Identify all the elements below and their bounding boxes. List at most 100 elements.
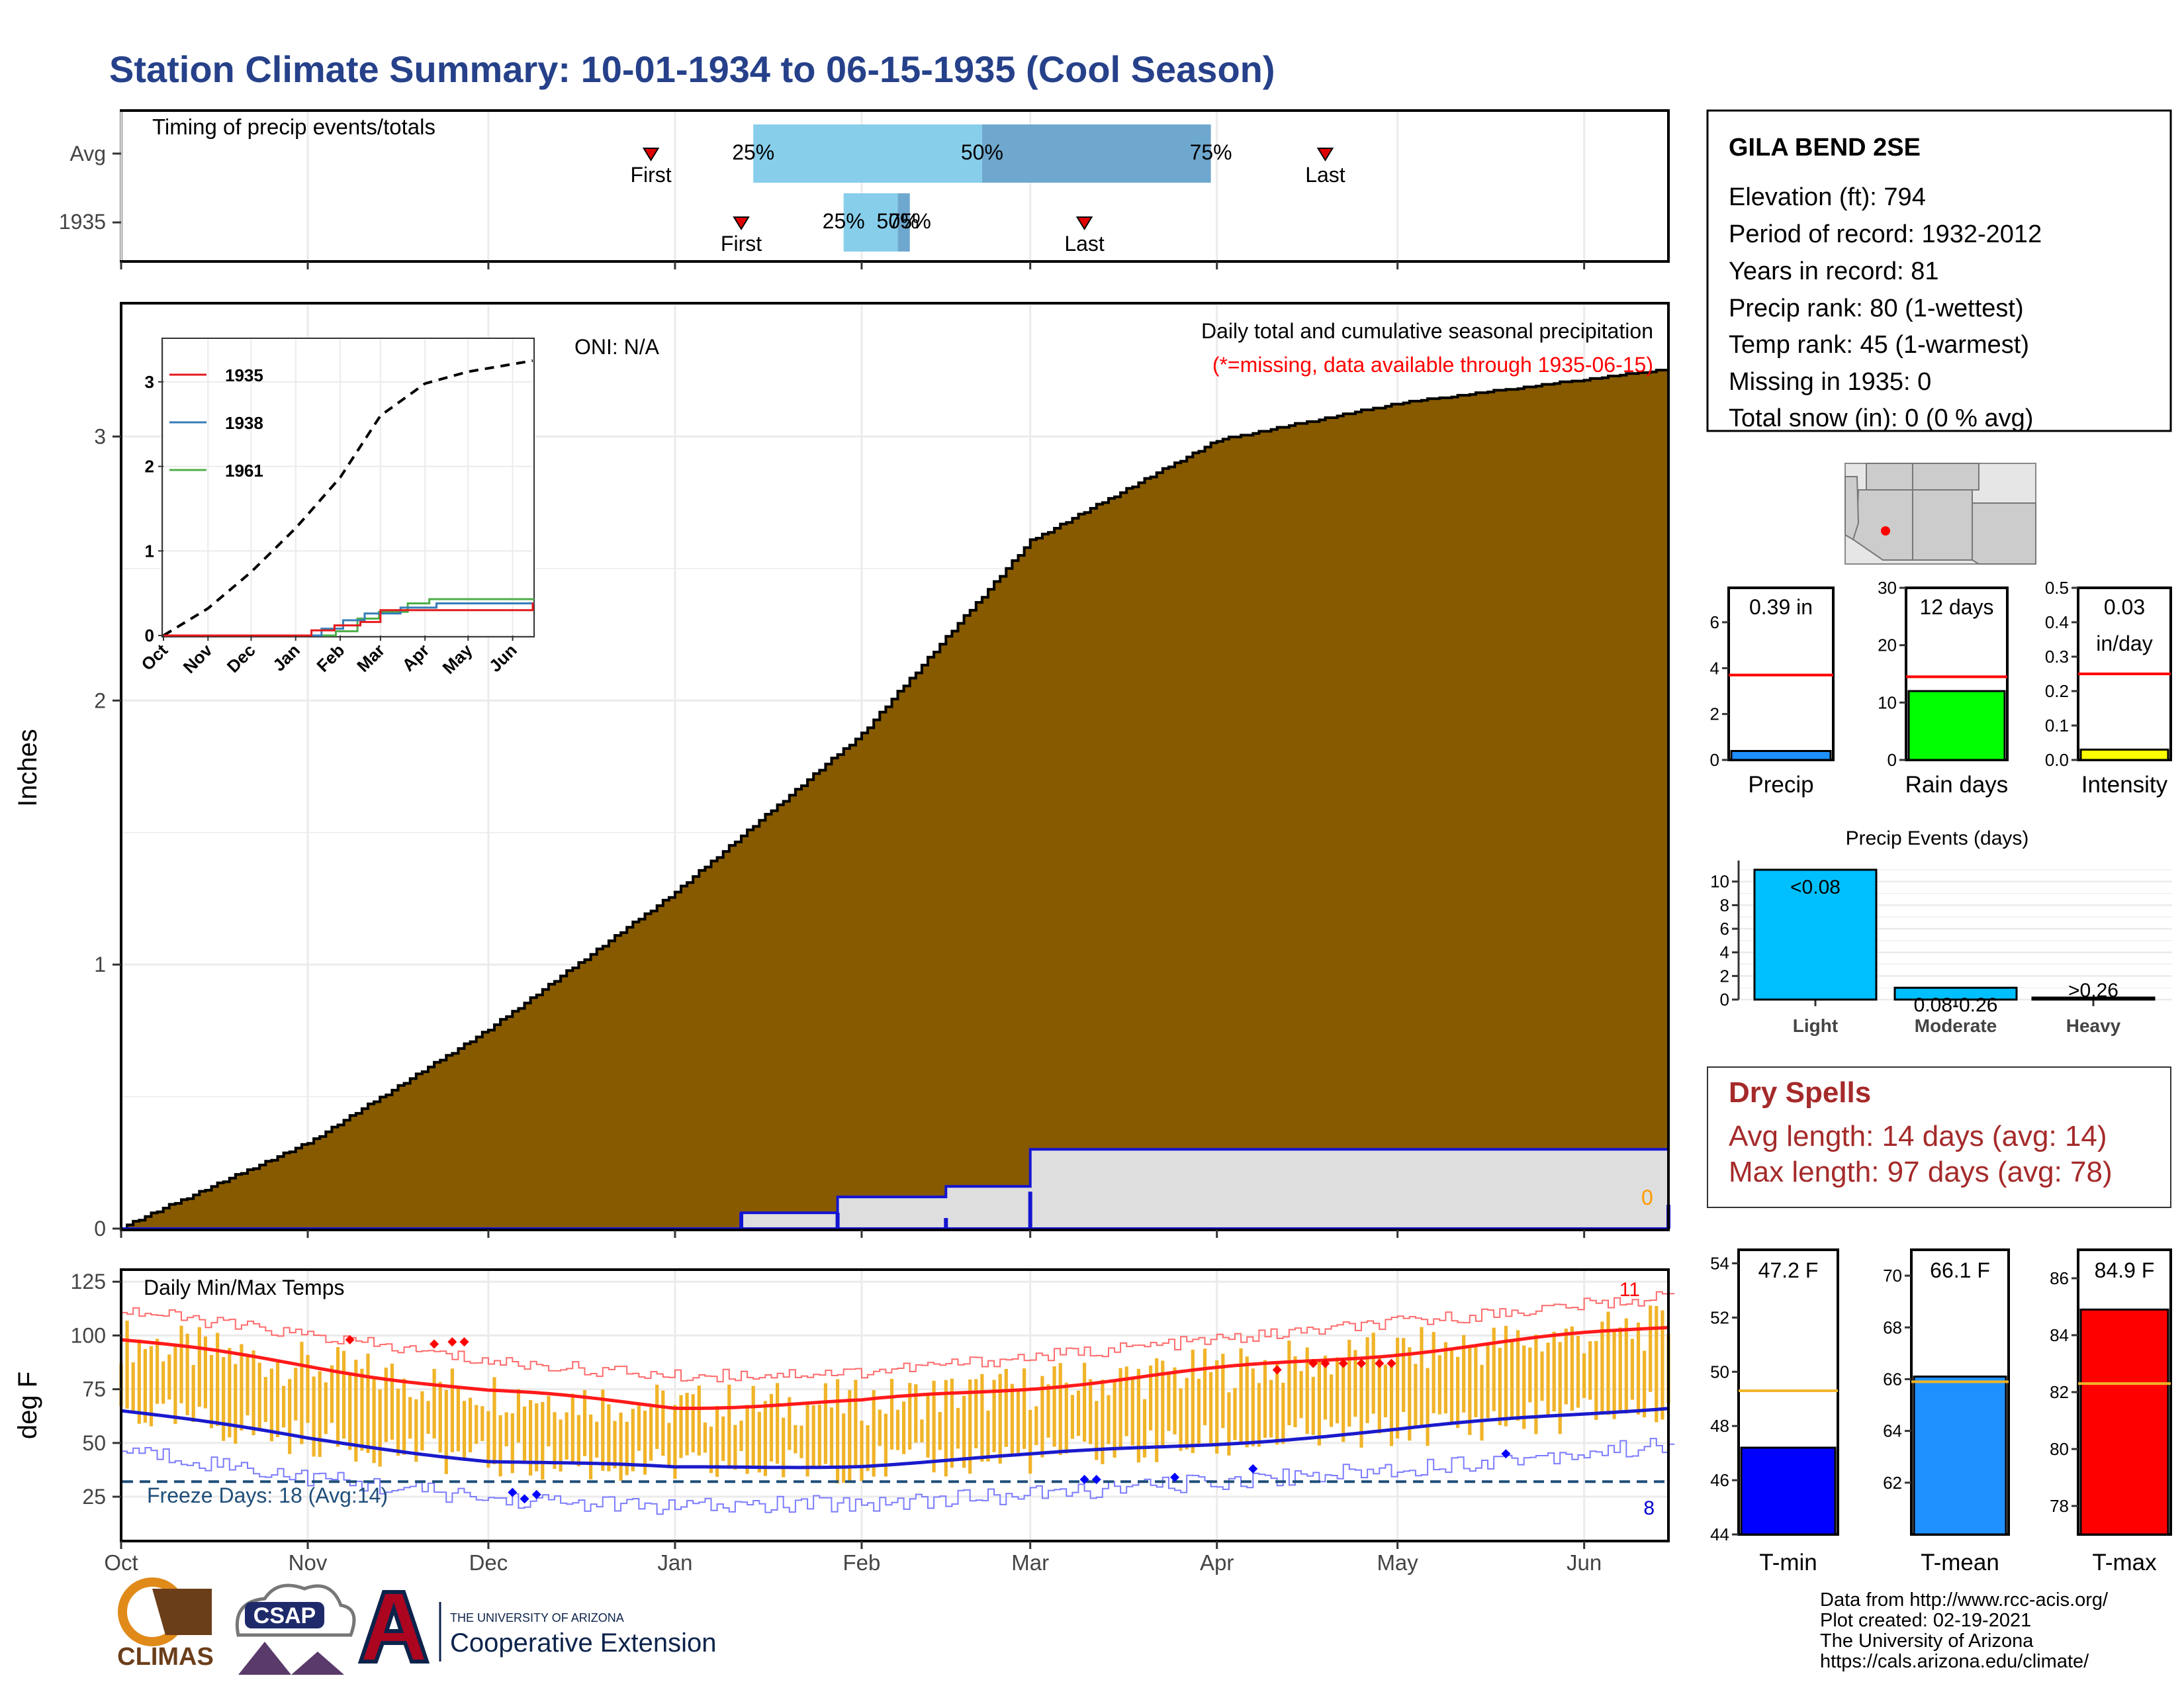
events-y-tick-label: 0	[1720, 990, 1729, 1009]
temp-y-ticks: 25 50 75 100 125	[71, 1270, 121, 1509]
mini-bar-y-tick-label: 0	[1710, 750, 1719, 770]
month-label: Dec	[469, 1550, 508, 1575]
temp-daily-bar	[944, 1380, 948, 1477]
temp-daily-bar	[601, 1389, 605, 1471]
inset-grid	[163, 340, 533, 636]
station-location-marker	[1881, 526, 1890, 536]
temp-daily-bar	[1107, 1395, 1111, 1444]
temp-daily-bar	[216, 1333, 220, 1427]
temp-daily-bar	[1023, 1368, 1026, 1449]
temp-daily-bar	[366, 1353, 370, 1453]
summary-mini-bars: 0 2 4 6 0.39 in Precip 0 10 20 30 12 days Rain days…	[1710, 578, 2172, 798]
station-line-missing: Missing in 1935: 0	[1729, 368, 1931, 396]
temp-daily-bar	[384, 1367, 388, 1442]
temp-daily-bar	[992, 1380, 996, 1452]
temp-daily-bar	[1034, 1406, 1038, 1445]
precip-daily-bar	[1028, 1192, 1032, 1229]
temp-daily-bar	[486, 1411, 490, 1468]
temp-daily-bar	[1582, 1353, 1586, 1398]
timing-grid	[120, 112, 1586, 260]
temp-daily-bar	[763, 1401, 767, 1476]
temp-daily-bar	[240, 1344, 244, 1431]
temp-daily-bar	[257, 1362, 261, 1431]
temp-daily-bar	[553, 1412, 557, 1469]
temp-panel-title: Daily Min/Max Temps	[144, 1276, 344, 1299]
temp-daily-bar	[860, 1421, 864, 1481]
station-info-box: GILA BEND 2SE Elevation (ft): 794 Period…	[1706, 109, 2172, 432]
temp-daily-bar	[1510, 1338, 1514, 1417]
temp-daily-bar	[1185, 1378, 1189, 1450]
temp-daily-bar	[1649, 1305, 1653, 1392]
temp-daily-bar	[462, 1401, 467, 1461]
record-high-marker	[345, 1335, 355, 1344]
temp-daily-bar	[715, 1405, 719, 1477]
temp-daily-bar	[1113, 1382, 1116, 1458]
temp-daily-bar	[469, 1397, 473, 1452]
timing-bar-upper-half	[897, 193, 910, 252]
temp-daily-bar	[1016, 1389, 1021, 1453]
temp-panel: 25 50 75 100 125 Oct Nov Dec Jan Feb Mar Apr May Jun…	[13, 1268, 1675, 1575]
mini-bar-value-bar	[1907, 690, 2006, 761]
temp-daily-bar	[516, 1389, 520, 1443]
temp-daily-bar	[956, 1407, 960, 1449]
temp-daily-bar	[1095, 1401, 1099, 1460]
temp-daily-bar	[173, 1345, 177, 1425]
record-high-marker	[447, 1337, 457, 1347]
station-line-years: Years in record: 81	[1729, 258, 1939, 285]
temp-mini-bar-y-tick-label: 64	[1883, 1421, 1902, 1441]
footer-line-created: Plot created: 02-19-2021	[1820, 1610, 2031, 1631]
timing-last-marker	[1316, 148, 1334, 162]
temp-daily-bar	[1396, 1337, 1400, 1438]
temp-daily-bar	[757, 1411, 761, 1473]
temp-daily-bar	[1516, 1330, 1520, 1421]
temp-daily-bar	[655, 1384, 659, 1449]
temp-normal-min-line	[120, 1407, 1669, 1470]
temp-daily-bar	[1612, 1330, 1616, 1419]
temp-daily-bar	[1191, 1349, 1195, 1454]
temp-daily-bar	[390, 1364, 394, 1440]
footer-line-university: The University of Arizona	[1820, 1630, 2034, 1652]
temp-daily-bar	[938, 1412, 942, 1450]
temp-daily-bar	[667, 1423, 671, 1468]
record-low-marker	[1079, 1475, 1089, 1485]
temp-daily-bar	[1046, 1384, 1050, 1438]
temp-daily-bar	[300, 1342, 304, 1444]
temp-daily-bar	[685, 1393, 689, 1456]
temp-daily-bar	[733, 1425, 737, 1470]
temp-y-axis-label: deg F	[13, 1372, 42, 1439]
temp-daily-bar	[1661, 1310, 1664, 1420]
record-high-marker	[430, 1339, 439, 1349]
temp-daily-bar	[1209, 1372, 1213, 1447]
temp-mini-bar-y-tick-label: 46	[1710, 1470, 1729, 1490]
temp-daily-bar	[492, 1377, 496, 1464]
temp-daily-bar	[1317, 1362, 1321, 1446]
temp-daily-bar	[1263, 1360, 1267, 1438]
temp-mini-bar-name: T-min	[1759, 1550, 1817, 1575]
month-label: Apr	[1200, 1550, 1234, 1575]
inset-y-tick-label: 1	[145, 541, 154, 561]
temp-daily-bar	[402, 1378, 406, 1455]
temp-daily-bar	[450, 1368, 454, 1452]
temp-daily-bar	[1594, 1340, 1598, 1420]
temp-daily-bar	[932, 1380, 936, 1473]
mini-bar-y-tick-label: 0.3	[2045, 647, 2069, 667]
temp-daily-bar	[902, 1401, 906, 1454]
month-label: Nov	[289, 1550, 328, 1575]
ua-block-a	[357, 1590, 430, 1664]
temp-daily-bar	[631, 1409, 635, 1472]
temp-daily-bar	[475, 1405, 478, 1444]
temp-x-ticks: Oct Nov Dec Jan Feb Mar Apr May Jun	[104, 1541, 1602, 1575]
precip-cumulative-average-area	[121, 369, 1670, 1230]
temp-daily-bar	[282, 1385, 286, 1428]
record-low-marker	[1091, 1475, 1101, 1485]
temp-mini-bar-y-tick-label: 70	[1883, 1266, 1902, 1286]
climas-logo: CLIMAS	[117, 1577, 214, 1671]
temp-daily-bar	[962, 1395, 966, 1468]
temp-daily-bar	[794, 1425, 797, 1454]
temp-daily-bar	[1203, 1348, 1207, 1426]
temp-daily-bar	[619, 1412, 623, 1481]
events-category-label: Moderate	[1915, 1015, 1997, 1036]
temp-daily-bar	[817, 1404, 821, 1467]
temp-daily-bar	[998, 1374, 1002, 1464]
temp-mini-bar-name: T-mean	[1921, 1550, 1999, 1575]
